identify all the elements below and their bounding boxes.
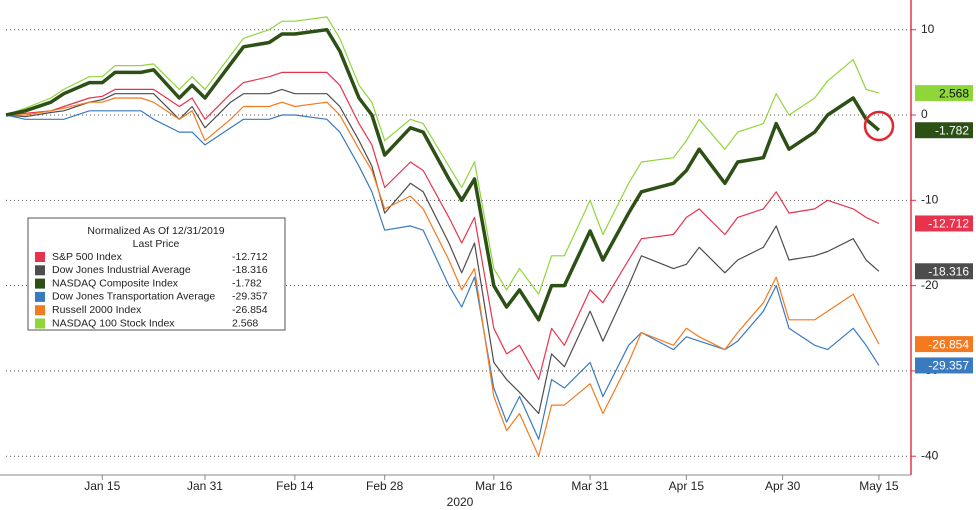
value-tag-label: -29.357 [928,359,969,373]
y-tick-label: 10 [921,22,935,36]
legend-value: -1.782 [232,277,262,289]
legend-label: S&P 500 Index [52,251,123,263]
legend-value: -29.357 [232,291,268,303]
legend-label: NASDAQ 100 Stock Index [52,317,175,329]
legend-swatch [35,318,45,329]
y-tick-label: -20 [921,278,939,292]
legend-label: NASDAQ Composite Index [52,277,179,289]
legend-value: -18.316 [232,264,268,276]
series-line [5,16,880,295]
x-tick-label: May 15 [859,479,899,493]
legend-value: -26.854 [232,304,268,316]
value-tag [915,215,973,232]
y-tick-label: -40 [921,448,939,462]
series-line [5,88,880,415]
legend-swatch [35,252,45,262]
series-line [6,97,880,457]
legend-label: Dow Jones Transportation Average [52,291,215,303]
x-tick-label: Apr 15 [669,479,705,493]
series-line [5,27,881,322]
legend-swatch [35,265,45,276]
y-tick-label: -10 [921,193,939,207]
legend-subtitle: Last Price [133,238,180,250]
x-axis-label: 2020 [447,495,474,509]
value-tag [915,357,973,374]
legend-swatch [35,291,45,302]
series-line [5,71,880,381]
value-tag [915,122,973,139]
value-tag-label: 2.568 [939,86,969,100]
x-tick-label: Jan 31 [187,479,223,493]
y-tick-label: 0 [921,107,928,121]
x-tick-label: Mar 16 [475,479,513,493]
value-tag [915,85,973,102]
x-tick-label: Apr 30 [765,479,801,493]
highlight-circle [863,110,895,142]
legend-swatch [35,278,45,289]
legend-box [27,217,286,331]
value-tag-label: -1.782 [935,123,969,137]
legend-value: -12.712 [232,251,268,263]
value-tag [915,263,973,280]
value-tag [915,336,973,353]
legend-title: Normalized As Of 12/31/2019 [87,225,224,237]
legend-label: Russell 2000 Index [52,304,142,316]
value-tag-label: -12.712 [928,217,969,231]
legend-swatch [35,305,45,316]
x-tick-label: Mar 31 [571,479,609,493]
legend-label: Dow Jones Industrial Average [52,264,191,276]
x-tick-label: Feb 14 [276,479,314,493]
value-tag-label: -26.854 [928,337,969,351]
x-tick-label: Feb 28 [366,479,404,493]
value-tag-label: -18.316 [928,264,969,278]
legend-value: 2.568 [232,317,258,329]
series-line [5,110,880,440]
x-tick-label: Jan 15 [84,479,120,493]
